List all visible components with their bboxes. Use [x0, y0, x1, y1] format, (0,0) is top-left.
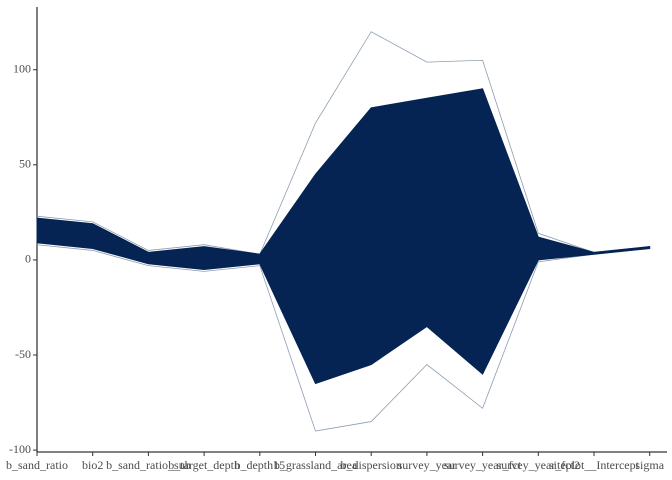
x-tick-label: b_depth15: [234, 458, 285, 472]
y-tick-label: 100: [13, 62, 31, 76]
series-line: [36, 244, 650, 432]
x-tick-label: b_dispersion: [341, 458, 402, 472]
x-tick-label: survey_year_fct: [444, 458, 522, 472]
x-tick-label: bio2: [82, 458, 103, 472]
x-tick-label: b_sand_ratio_sub: [106, 458, 191, 472]
x-tick-label: survey_year_fct2: [497, 458, 580, 472]
x-tick-label: b_target_depth: [168, 458, 240, 472]
y-tick-label: -50: [15, 347, 31, 361]
series-line: [36, 31, 650, 255]
x-tick-label: b_grassland_area: [274, 458, 358, 472]
y-tick-label: 0: [25, 252, 31, 266]
x-tick-label: b_sand_ratio: [6, 458, 68, 472]
y-tick-label: 50: [19, 157, 31, 171]
x-tick-label: survey_year: [398, 458, 457, 472]
x-tick-label: siteplot__Intercept: [549, 458, 640, 472]
y-tick-label: -100: [9, 442, 31, 456]
x-tick-label: sigma: [635, 458, 664, 472]
line-band: [36, 88, 651, 385]
